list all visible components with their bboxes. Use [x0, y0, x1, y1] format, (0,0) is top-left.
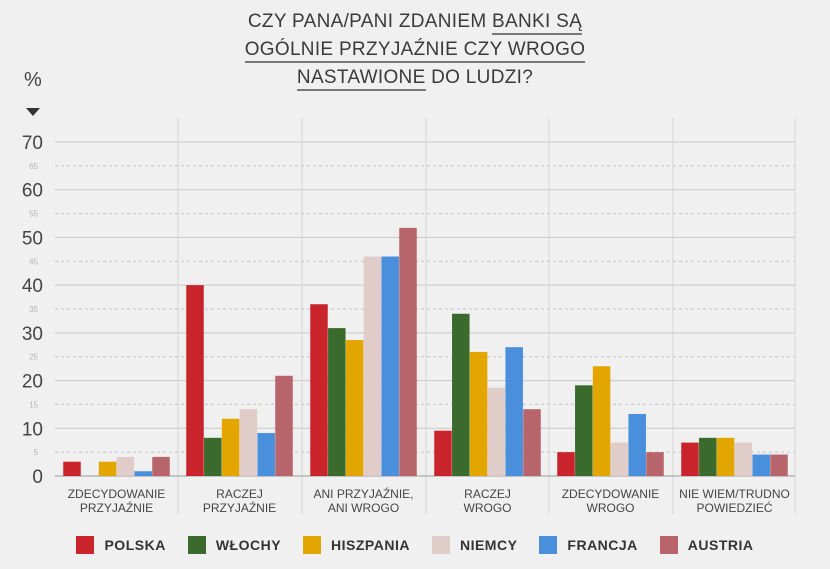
title-line1-underlined: BANKI SĄ	[492, 11, 583, 35]
x-category-label: PRZYJAŹNIE	[80, 500, 153, 515]
bar-włochy	[575, 385, 593, 476]
legend-label: NIEMCY	[459, 537, 518, 553]
y-tick-label: 30	[22, 324, 43, 345]
bar-niemcy	[487, 387, 506, 476]
legend-item: AUSTRIA	[659, 536, 754, 554]
legend-label: AUSTRIA	[687, 537, 754, 553]
y-tick-label: 10	[22, 419, 43, 440]
y-tick-label: 60	[22, 181, 43, 202]
bar-włochy	[699, 437, 717, 476]
y-tick-label: 0	[32, 467, 43, 488]
bar-hiszpania	[98, 461, 117, 476]
bar-polska	[434, 430, 452, 476]
x-category-label: PRZYJAŹNIE	[203, 500, 276, 515]
bar-francja	[257, 433, 275, 476]
bar-hiszpania	[345, 340, 364, 476]
legend-swatch	[431, 536, 450, 554]
bar-hiszpania	[221, 418, 240, 476]
legend-swatch	[539, 536, 558, 554]
chart-title: CZY PANA/PANI ZDANIEM BANKI SĄ OGÓLNIE P…	[0, 8, 830, 92]
bar-niemcy	[116, 456, 135, 476]
title-line1-a: CZY PANA/PANI ZDANIEM	[247, 11, 493, 32]
x-category-label: POWIEDZIEĆ	[696, 500, 772, 515]
legend-item: NIEMCY	[431, 536, 518, 554]
legend-label: WŁOCHY	[215, 537, 282, 553]
bar-austria	[646, 452, 664, 476]
bar-francja	[134, 471, 152, 476]
y-minor-tick-label: 45	[29, 257, 38, 266]
bar-niemcy	[239, 409, 258, 476]
x-category-label: ANI WROGO	[328, 501, 399, 515]
bar-niemcy	[363, 256, 382, 476]
y-tick-label: 50	[22, 228, 43, 249]
x-category-label: ZDECYDOWANIE	[562, 487, 660, 501]
bar-niemcy	[734, 442, 753, 476]
legend-swatch	[187, 536, 206, 554]
y-minor-tick-label: 5	[34, 448, 39, 457]
legend-swatch	[76, 536, 95, 554]
bar-austria	[770, 454, 788, 476]
chart-legend: POLSKA WŁOCHY HISZPANIA NIEMCY FRANCJA AUSTRI…	[0, 536, 830, 554]
x-category-label: WROGO	[464, 501, 512, 515]
bar-polska	[681, 442, 699, 476]
bar-polska	[557, 452, 575, 476]
legend-label: HISZPANIA	[331, 537, 410, 553]
y-unit-label: %	[24, 69, 42, 91]
bar-polska	[63, 461, 81, 476]
legend-item: HISZPANIA	[303, 536, 410, 554]
x-category-label: WROGO	[587, 501, 635, 515]
y-tick-label: 40	[22, 276, 43, 297]
x-category-label: RACZEJ	[464, 487, 511, 501]
y-tick-label: 70	[22, 133, 43, 154]
y-minor-tick-label: 55	[29, 210, 38, 219]
bar-austria	[399, 227, 417, 476]
title-line2-underlined: OGÓLNIE PRZYJAŹNIE CZY WROGO	[244, 39, 586, 63]
bar-austria	[523, 409, 541, 476]
y-minor-tick-label: 65	[29, 162, 38, 171]
bar-francja	[381, 256, 399, 476]
bar-hiszpania	[716, 437, 735, 476]
bar-włochy	[452, 313, 470, 476]
legend-swatch	[659, 536, 678, 554]
y-tick-label: 20	[22, 372, 43, 393]
x-category-label: ANI PRZYJAŹNIE,	[313, 486, 413, 501]
bar-polska	[310, 304, 328, 476]
legend-item: FRANCJA	[539, 536, 637, 554]
y-minor-tick-label: 15	[29, 400, 38, 409]
bar-niemcy	[610, 442, 629, 476]
bar-włochy	[328, 328, 346, 476]
bar-austria	[152, 456, 170, 476]
bar-hiszpania	[469, 351, 488, 476]
bar-francja	[505, 347, 523, 476]
legend-item: POLSKA	[76, 536, 165, 554]
legend-swatch	[303, 536, 322, 554]
triangle-down-icon	[26, 108, 40, 116]
title-line3-b: DO LUDZI?	[425, 67, 534, 88]
bar-hiszpania	[592, 366, 611, 476]
title-line3-underlined: NASTAWIONE	[296, 67, 426, 91]
legend-item: WŁOCHY	[187, 536, 282, 554]
bar-francja	[628, 413, 646, 476]
x-category-label: NIE WIEM/TRUDNO	[679, 487, 790, 501]
bar-włochy	[204, 437, 222, 476]
y-minor-tick-label: 35	[29, 305, 38, 314]
x-category-label: ZDECYDOWANIE	[68, 487, 166, 501]
bar-austria	[275, 375, 293, 476]
y-minor-tick-label: 25	[29, 353, 38, 362]
bar-polska	[186, 285, 204, 476]
legend-label: FRANCJA	[567, 537, 638, 553]
bar-francja	[752, 454, 770, 476]
legend-label: POLSKA	[104, 537, 166, 553]
x-category-label: RACZEJ	[216, 487, 263, 501]
